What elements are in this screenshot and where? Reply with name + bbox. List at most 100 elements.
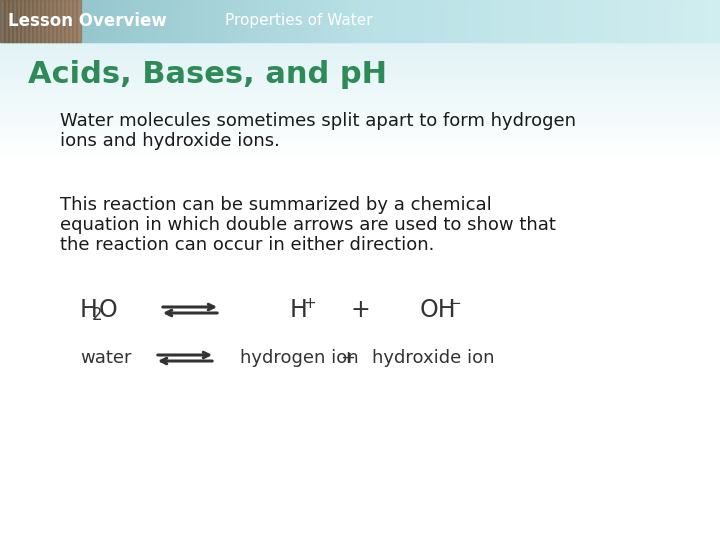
Text: the reaction can occur in either direction.: the reaction can occur in either directi…	[60, 236, 434, 254]
Bar	[583, 0, 591, 42]
Bar	[230, 0, 238, 42]
Bar	[439, 0, 447, 42]
Bar	[68, 0, 73, 42]
Bar	[0, 105, 720, 108]
Bar	[533, 0, 541, 42]
Bar	[562, 0, 570, 42]
Bar	[0, 63, 720, 66]
Bar	[166, 0, 174, 42]
Bar	[713, 0, 720, 42]
Bar	[0, 55, 720, 58]
Bar	[0, 61, 720, 64]
Bar	[36, 0, 41, 42]
Bar	[698, 0, 706, 42]
Bar	[0, 129, 720, 132]
Bar	[612, 0, 620, 42]
Bar	[144, 0, 152, 42]
Bar	[0, 143, 720, 146]
Bar	[0, 0, 8, 42]
Bar	[382, 0, 390, 42]
Text: equation in which double arrows are used to show that: equation in which double arrows are used…	[60, 216, 556, 234]
Bar	[0, 75, 720, 78]
Bar	[497, 0, 505, 42]
Bar	[0, 77, 720, 80]
Bar	[353, 0, 361, 42]
Bar	[403, 0, 411, 42]
Bar	[0, 85, 720, 88]
Bar	[0, 87, 720, 90]
Bar	[0, 115, 720, 118]
Bar	[0, 101, 720, 104]
Text: 2: 2	[92, 306, 103, 324]
Bar	[194, 0, 202, 42]
Bar	[626, 0, 634, 42]
Bar	[0, 123, 720, 126]
Bar	[0, 141, 720, 144]
Bar	[7, 0, 15, 42]
Bar	[0, 137, 720, 140]
Bar	[173, 0, 181, 42]
Bar	[0, 131, 720, 134]
Bar	[0, 111, 720, 114]
Bar	[32, 0, 37, 42]
Bar	[238, 0, 246, 42]
Bar	[547, 0, 555, 42]
Bar	[245, 0, 253, 42]
Bar	[223, 0, 231, 42]
Bar	[0, 79, 720, 82]
Bar	[0, 125, 720, 128]
Text: +: +	[303, 296, 316, 312]
Bar	[0, 113, 720, 116]
Bar	[374, 0, 382, 42]
Text: Acids, Bases, and pH: Acids, Bases, and pH	[28, 60, 387, 89]
Bar	[0, 95, 720, 98]
Bar	[454, 0, 462, 42]
Bar	[0, 153, 720, 156]
Bar	[180, 0, 188, 42]
Bar	[29, 0, 37, 42]
Bar	[0, 151, 720, 154]
Bar	[518, 0, 526, 42]
Bar	[0, 45, 720, 48]
Bar	[425, 0, 433, 42]
Text: hydroxide ion: hydroxide ion	[372, 349, 495, 367]
Text: hydrogen ion: hydrogen ion	[240, 349, 359, 367]
Bar	[252, 0, 260, 42]
Bar	[0, 121, 720, 124]
Bar	[24, 0, 29, 42]
Bar	[72, 0, 80, 42]
Text: ions and hydroxide ions.: ions and hydroxide ions.	[60, 132, 280, 150]
Bar	[446, 0, 454, 42]
Bar	[0, 67, 720, 70]
Bar	[691, 0, 699, 42]
Bar	[346, 0, 354, 42]
Bar	[274, 0, 282, 42]
Bar	[0, 71, 720, 74]
Bar	[0, 127, 720, 130]
Bar	[36, 0, 44, 42]
Bar	[266, 0, 274, 42]
Text: +: +	[350, 298, 370, 322]
Bar	[58, 0, 66, 42]
Bar	[0, 43, 720, 46]
Bar	[0, 139, 720, 142]
Bar	[677, 0, 685, 42]
Bar	[65, 0, 73, 42]
Bar	[569, 0, 577, 42]
Bar	[670, 0, 678, 42]
Bar	[310, 0, 318, 42]
Text: Lesson Overview: Lesson Overview	[8, 12, 167, 30]
Bar	[504, 0, 512, 42]
Bar	[410, 0, 418, 42]
Bar	[389, 0, 397, 42]
Bar	[576, 0, 584, 42]
Bar	[60, 0, 65, 42]
Bar	[64, 0, 69, 42]
Bar	[4, 0, 9, 42]
Bar	[20, 0, 25, 42]
Bar	[317, 0, 325, 42]
Bar	[655, 0, 663, 42]
Bar	[0, 89, 720, 92]
Bar	[0, 109, 720, 112]
Text: This reaction can be summarized by a chemical: This reaction can be summarized by a che…	[60, 196, 492, 214]
